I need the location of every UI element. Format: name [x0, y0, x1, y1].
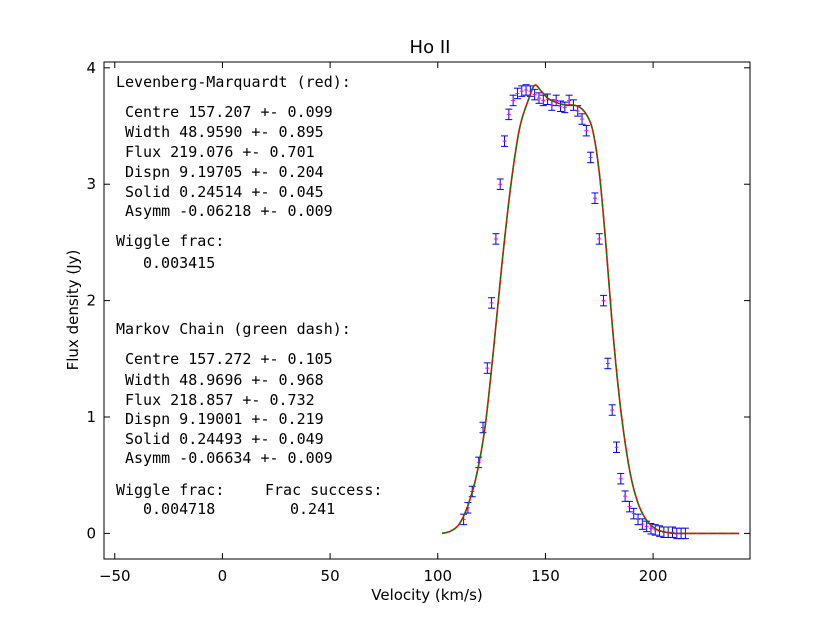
data-point [557, 100, 565, 112]
lm-centre-line: Centre 157.207 +- 0.099 [125, 103, 333, 121]
data-point [522, 84, 530, 96]
data-point [483, 362, 491, 374]
lm-flux-line: Flux 219.076 +- 0.701 [125, 143, 315, 161]
mcmc-results-annotation: Markov Chain (green dash): Centre 157.27… [116, 320, 382, 518]
mc-success-value: 0.241 [290, 500, 335, 518]
data-point [587, 151, 595, 164]
mc-wiggle-value: 0.004718 [143, 500, 215, 518]
x-axis-label: Velocity (km/s) [371, 586, 482, 604]
y-tick-label: 2 [86, 292, 96, 310]
data-point [501, 135, 509, 147]
data-point [496, 178, 504, 190]
mc-centre-line: Centre 157.272 +- 0.105 [125, 350, 333, 368]
x-tick-label: 0 [218, 567, 228, 585]
x-tick-label: 200 [639, 567, 668, 585]
data-point [492, 233, 500, 245]
data-point [604, 357, 612, 370]
lm-results-annotation: Levenberg-Marquardt (red): Centre 157.20… [116, 73, 351, 272]
data-point [630, 507, 638, 520]
data-point [505, 108, 513, 121]
data-point [513, 87, 521, 100]
data-point [561, 101, 569, 114]
mc-wiggle-label: Wiggle frac: [116, 481, 224, 499]
x-tick-label: 50 [321, 567, 340, 585]
mc-width-line: Width 48.9696 +- 0.968 [125, 371, 324, 389]
data-point [634, 513, 642, 526]
lm-header: Levenberg-Marquardt (red): [116, 73, 351, 91]
y-tick-label: 0 [86, 524, 96, 542]
x-tick-label: 100 [423, 567, 452, 585]
data-point [509, 94, 517, 107]
mc-dispn-line: Dispn 9.19001 +- 0.219 [125, 410, 324, 428]
mc-solid-line: Solid 0.24493 +- 0.049 [125, 430, 324, 448]
data-point [668, 526, 676, 538]
data-point [591, 192, 599, 204]
lm-wiggle-value: 0.003415 [143, 254, 215, 272]
x-tick-label: −50 [99, 567, 131, 585]
data-point [612, 441, 620, 453]
chart-title: Ho II [410, 37, 451, 58]
data-point [582, 124, 590, 137]
data-point [600, 294, 608, 307]
data-point [625, 500, 633, 513]
data-point [488, 297, 496, 309]
plot-frame [103, 61, 751, 560]
mc-header: Markov Chain (green dash): [116, 320, 351, 338]
axis-ticks: −50 0 50 100 150 200 0 1 2 3 4 [86, 59, 750, 585]
data-point [617, 472, 625, 485]
mc-success-label: Frac success: [265, 481, 382, 499]
lm-width-line: Width 48.9590 +- 0.895 [125, 123, 324, 141]
lm-asymm-line: Asymm -0.06218 +- 0.009 [125, 202, 333, 220]
y-axis-label: Flux density (Jy) [64, 250, 82, 371]
data-point [574, 105, 582, 117]
x-tick-label: 150 [531, 567, 560, 585]
mcmc-fit-line [441, 84, 740, 535]
data-point [544, 93, 552, 105]
y-tick-label: 3 [86, 175, 96, 193]
data-point [595, 233, 603, 245]
y-tick-label: 1 [86, 408, 96, 426]
data-point [578, 113, 586, 125]
data-point [552, 94, 560, 107]
data-point [608, 404, 616, 416]
y-tick-label: 4 [86, 59, 96, 77]
mc-flux-line: Flux 218.857 +- 0.732 [125, 391, 315, 409]
mc-asymm-line: Asymm -0.06634 +- 0.009 [125, 449, 333, 467]
data-point [535, 92, 543, 104]
data-point [518, 85, 526, 97]
plot-marks [441, 84, 740, 540]
lm-solid-line: Solid 0.24514 +- 0.045 [125, 183, 324, 201]
lm-dispn-line: Dispn 9.19705 +- 0.204 [125, 163, 324, 181]
lm-wiggle-label: Wiggle frac: [116, 232, 224, 250]
